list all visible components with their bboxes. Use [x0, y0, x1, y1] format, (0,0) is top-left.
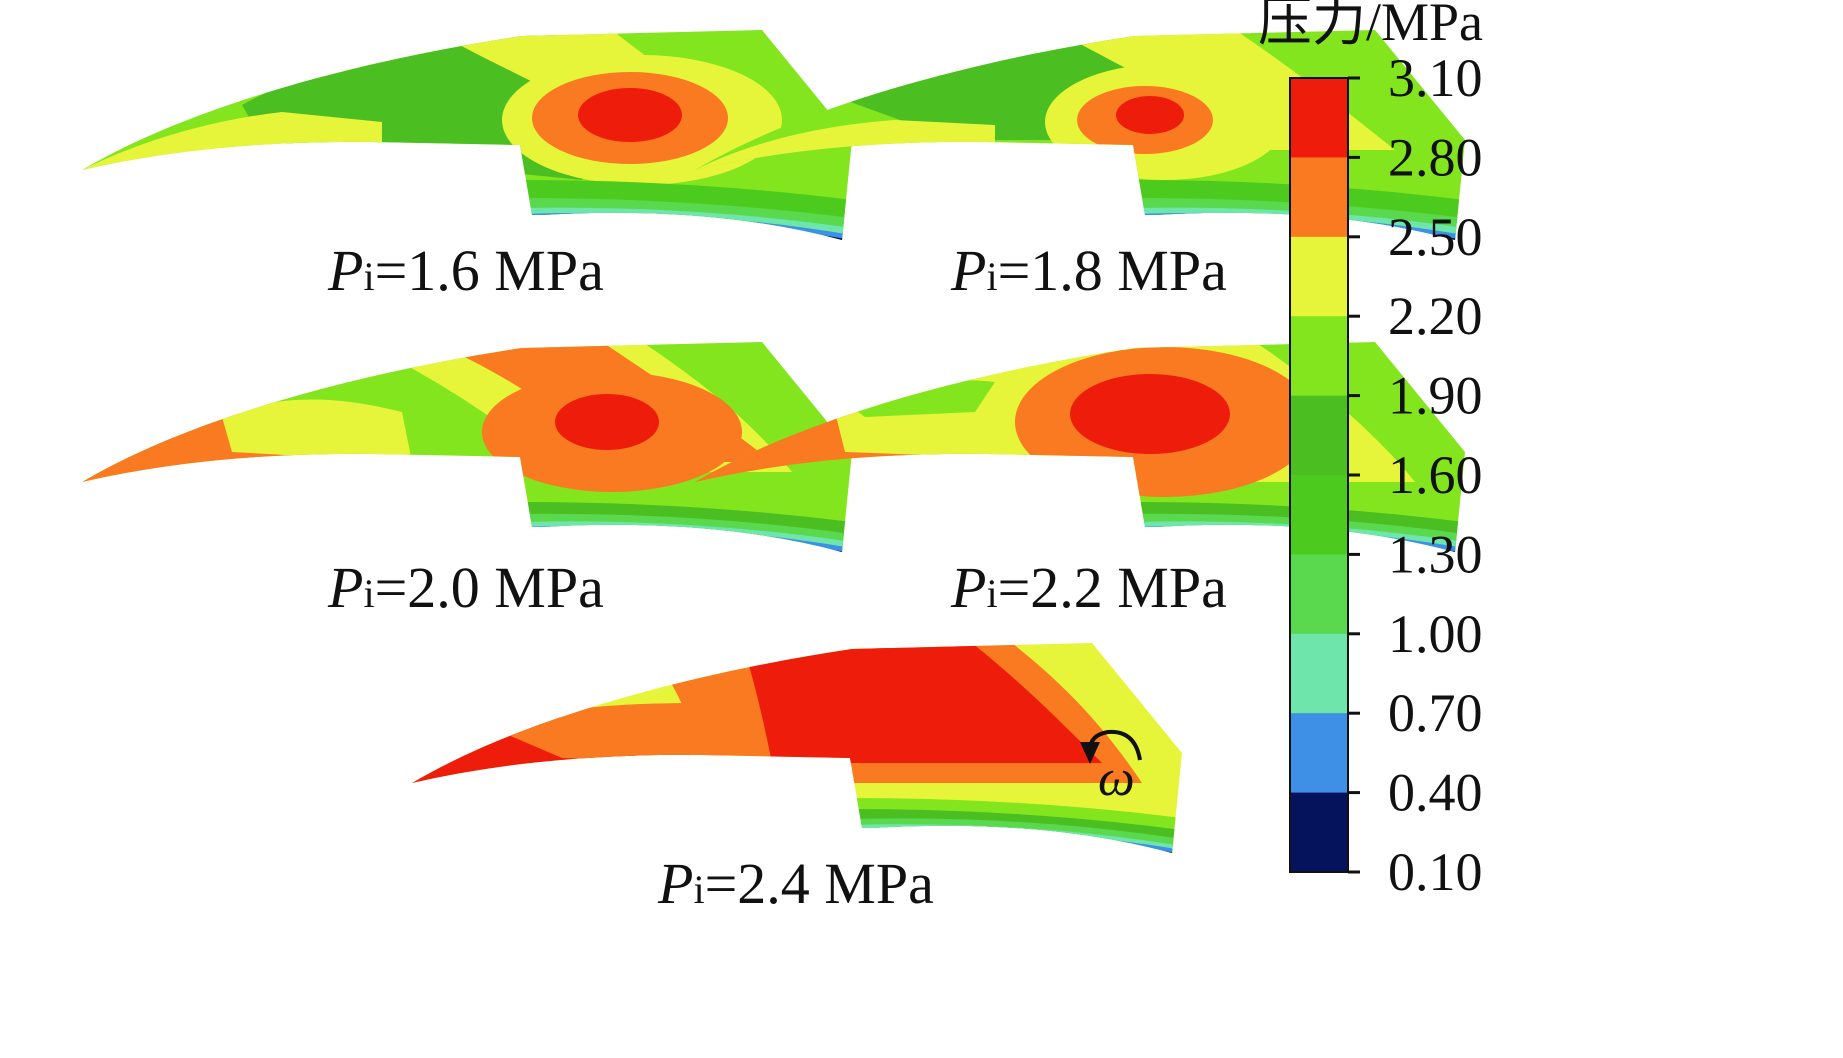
colorbar-tick-label: 1.60	[1388, 445, 1483, 505]
colorbar-tick-label: 1.90	[1388, 366, 1483, 426]
panel-pi-2-4: Pi=2.4 MPa	[412, 643, 1182, 916]
colorbar: 压力/MPa 3.10 2.80 2.50 2.20 1.90 1.60 1.30 1.00 0…	[1258, 0, 1483, 902]
arrow-head-icon	[1080, 742, 1100, 764]
colorbar-tick-label: 2.20	[1388, 286, 1483, 346]
colorbar-band	[1290, 475, 1348, 555]
colorbar-band	[1290, 792, 1348, 873]
panel-caption: Pi=1.8 MPa	[950, 238, 1227, 303]
contour-pad	[82, 30, 852, 240]
panel-pi-1-6: Pi=1.6 MPa	[82, 30, 852, 303]
omega-symbol: ω	[1098, 750, 1135, 807]
colorbar-tick-label: 0.10	[1388, 842, 1483, 902]
panel-caption: Pi=2.2 MPa	[950, 555, 1227, 620]
panel-caption: Pi=2.0 MPa	[327, 555, 604, 620]
colorbar-tick-label: 0.70	[1388, 683, 1483, 743]
colorbar-ticks: 3.10 2.80 2.50 2.20 1.90 1.60 1.30 1.00 0.70 0.40…	[1348, 48, 1483, 902]
colorbar-tick-label: 2.80	[1388, 127, 1483, 187]
colorbar-band	[1290, 316, 1348, 397]
colorbar-band	[1290, 236, 1348, 317]
colorbar-band	[1290, 78, 1348, 158]
colorbar-tick-label: 3.10	[1388, 48, 1483, 108]
contour-pad	[412, 643, 1182, 853]
colorbar-band	[1290, 395, 1348, 476]
colorbar-title: 压力/MPa	[1258, 0, 1483, 52]
colorbar-band	[1290, 554, 1348, 635]
colorbar-tick-label: 1.00	[1388, 604, 1483, 664]
contour-pad	[82, 342, 852, 552]
panel-caption: Pi=1.6 MPa	[327, 238, 604, 303]
colorbar-band	[1290, 633, 1348, 714]
colorbar-bands	[1289, 77, 1349, 873]
colorbar-tick-label: 0.40	[1388, 763, 1483, 823]
panel-caption: Pi=2.4 MPa	[657, 851, 934, 916]
colorbar-band	[1290, 157, 1348, 238]
colorbar-tick-label: 1.30	[1388, 524, 1483, 584]
colorbar-tick-label: 2.50	[1388, 207, 1483, 267]
rotation-indicator: ω	[1080, 729, 1142, 807]
panel-pi-2-0: Pi=2.0 MPa	[82, 342, 852, 620]
colorbar-band	[1290, 713, 1348, 794]
